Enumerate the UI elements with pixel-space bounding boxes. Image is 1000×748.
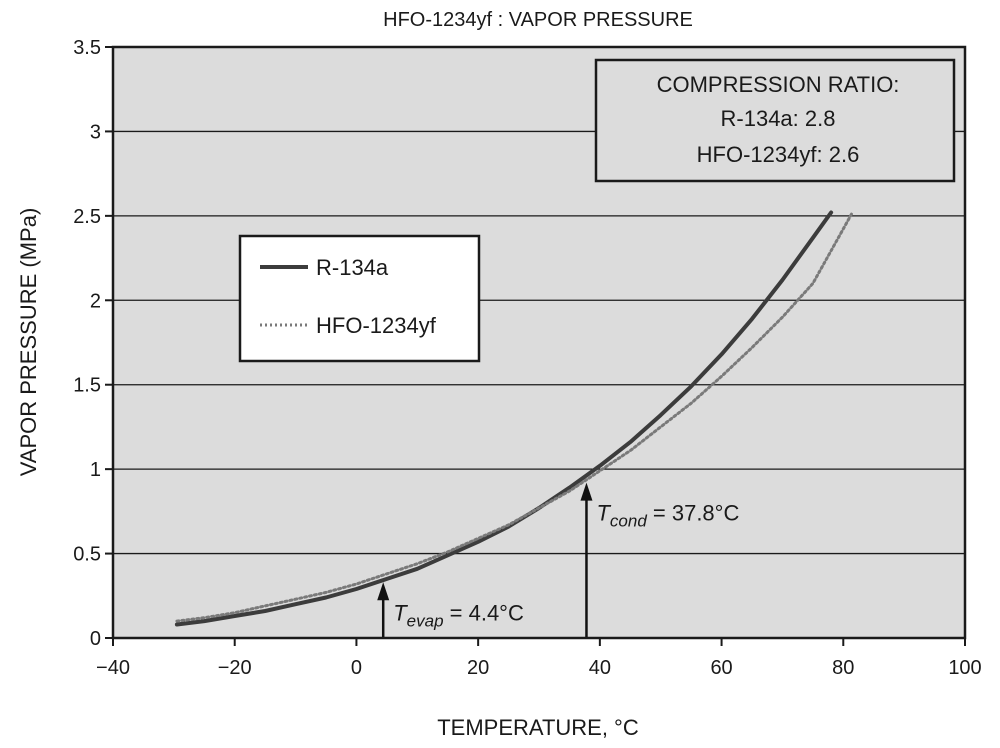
series-line-hfo1234yf [175,211,854,623]
info-box-r134a: R-134a: 2.8 [721,106,836,131]
y-tick-label: 0 [90,628,101,650]
y-tick-label: 3 [90,121,101,143]
y-tick-label: 1 [90,459,101,481]
annotation-label: Tcond = 37.8°C [596,501,739,531]
info-box-heading: COMPRESSION RATIO: [657,72,900,97]
annotation-arrow-head [580,482,593,501]
y-axis-label: VAPOR PRESSURE (MPa) [16,208,41,477]
annotations: Tevap = 4.4°C Tcond = 37.8°C [377,482,739,638]
y-tick-label: 3.5 [73,37,101,59]
y-tick-label: 2.5 [73,206,101,228]
y-tick-label: 1.5 [73,375,101,397]
info-box-frame [594,58,956,183]
y-tick-label: 2 [90,290,101,312]
axis-ticks: −40 −20 0 20 40 60 80 100 0 0.5 1 1.5 2 2.5 3 3.5 [73,37,982,679]
chart-title: HFO-1234yf : VAPOR PRESSURE [383,9,693,31]
annotation-arrow-head [377,582,390,601]
x-tick-label: 0 [351,657,362,679]
legend-frame [238,234,481,363]
legend-label-r134a: R-134a [316,255,389,280]
x-axis-label: TEMPERATURE, °C [437,715,639,740]
info-box: COMPRESSION RATIO: R-134a: 2.8 HFO-1234y… [594,58,956,183]
x-tick-label: 20 [467,657,489,679]
x-tick-label: 60 [710,657,732,679]
series-line-r134a [174,210,834,627]
x-tick-label: −20 [218,657,252,679]
plot-frame [111,45,967,640]
info-box-hfo: HFO-1234yf: 2.6 [697,142,860,167]
y-tick-label: 0.5 [73,544,101,566]
x-tick-label: 40 [589,657,611,679]
x-tick-label: −40 [96,657,130,679]
x-tick-label: 80 [832,657,854,679]
legend: R-134a HFO-1234yf [238,234,481,363]
annotation-label: Tevap = 4.4°C [393,600,524,630]
x-tick-label: 100 [948,657,981,679]
data-series [174,210,854,627]
legend-label-hfo1234yf: HFO-1234yf [316,313,437,338]
